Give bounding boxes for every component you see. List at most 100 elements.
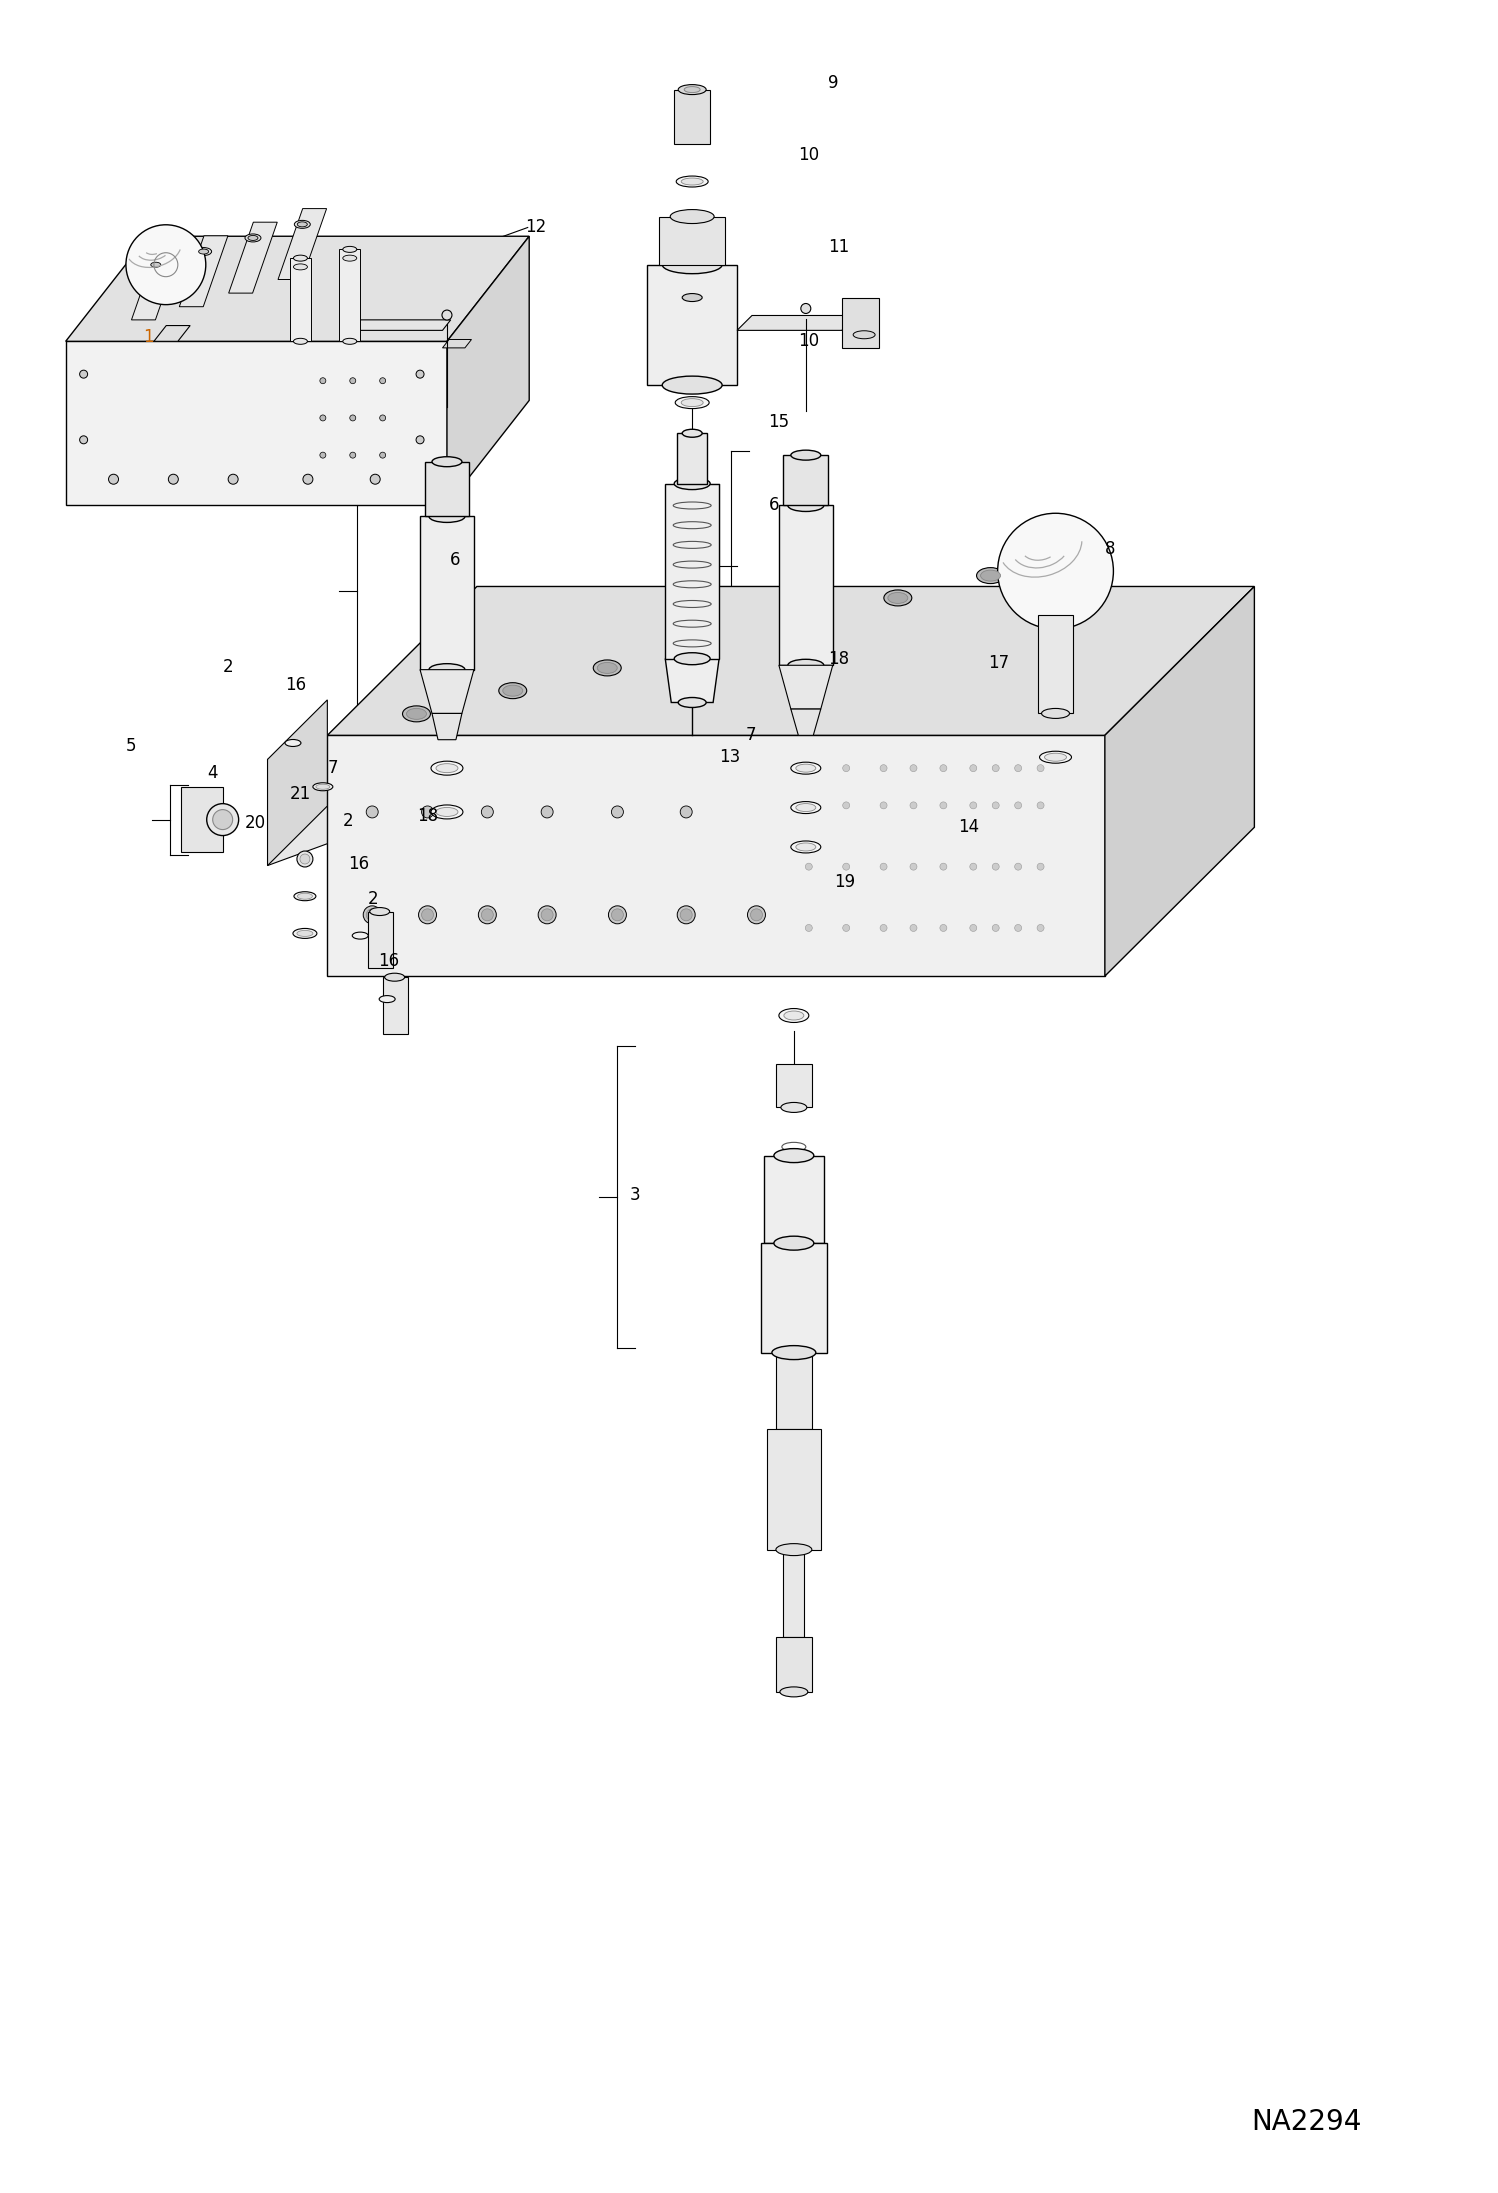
Ellipse shape (676, 397, 709, 408)
Ellipse shape (196, 248, 211, 257)
Text: 19: 19 (834, 873, 855, 890)
Ellipse shape (379, 996, 395, 1002)
Ellipse shape (294, 928, 318, 939)
Ellipse shape (670, 211, 715, 224)
Circle shape (909, 765, 917, 772)
Polygon shape (1106, 586, 1254, 976)
Circle shape (79, 371, 87, 377)
Circle shape (416, 371, 424, 377)
Text: 17: 17 (989, 654, 1010, 671)
Circle shape (1037, 765, 1044, 772)
Circle shape (801, 303, 810, 314)
Ellipse shape (593, 660, 622, 675)
Polygon shape (647, 265, 737, 386)
Text: 6: 6 (768, 496, 779, 515)
Circle shape (909, 803, 917, 809)
Circle shape (1037, 803, 1044, 809)
Circle shape (969, 765, 977, 772)
Circle shape (881, 803, 887, 809)
Text: 15: 15 (768, 412, 789, 432)
Text: 10: 10 (798, 147, 819, 164)
Ellipse shape (294, 263, 307, 270)
Circle shape (379, 452, 385, 458)
Circle shape (108, 474, 118, 485)
Ellipse shape (199, 250, 208, 254)
Ellipse shape (428, 511, 464, 522)
Circle shape (881, 765, 887, 772)
Ellipse shape (679, 86, 706, 94)
Polygon shape (66, 237, 529, 342)
Circle shape (370, 474, 380, 485)
Ellipse shape (431, 761, 463, 774)
Ellipse shape (662, 377, 722, 395)
Ellipse shape (674, 654, 710, 664)
Polygon shape (328, 735, 1106, 976)
Polygon shape (659, 217, 725, 265)
Ellipse shape (297, 221, 307, 226)
Circle shape (611, 908, 623, 921)
Ellipse shape (343, 254, 357, 261)
Circle shape (442, 309, 452, 320)
Circle shape (806, 925, 812, 932)
Text: 21: 21 (291, 785, 312, 803)
Circle shape (481, 908, 493, 921)
Circle shape (538, 906, 556, 923)
Circle shape (303, 474, 313, 485)
Circle shape (1014, 765, 1022, 772)
Polygon shape (1038, 614, 1074, 713)
Text: 10: 10 (798, 333, 819, 351)
Polygon shape (431, 713, 461, 739)
Circle shape (881, 925, 887, 932)
Circle shape (541, 908, 553, 921)
Circle shape (421, 807, 433, 818)
Circle shape (939, 803, 947, 809)
Text: 2: 2 (223, 658, 234, 675)
Text: 5: 5 (126, 737, 136, 754)
Circle shape (126, 224, 205, 305)
Circle shape (806, 765, 812, 772)
Polygon shape (229, 221, 277, 294)
Circle shape (969, 864, 977, 871)
Text: 7: 7 (328, 759, 339, 776)
Polygon shape (340, 250, 360, 342)
Polygon shape (783, 456, 828, 507)
Ellipse shape (791, 803, 821, 814)
Circle shape (1037, 925, 1044, 932)
Text: 18: 18 (416, 807, 439, 825)
Polygon shape (181, 787, 223, 853)
Ellipse shape (791, 450, 821, 461)
Ellipse shape (676, 175, 709, 186)
Circle shape (1014, 803, 1022, 809)
Ellipse shape (685, 86, 700, 92)
Text: 11: 11 (828, 239, 849, 257)
Circle shape (750, 908, 762, 921)
Circle shape (363, 906, 380, 923)
Ellipse shape (385, 974, 404, 980)
Ellipse shape (428, 664, 464, 675)
Circle shape (881, 864, 887, 871)
Circle shape (349, 452, 355, 458)
Circle shape (843, 864, 849, 871)
Circle shape (748, 906, 765, 923)
Ellipse shape (370, 908, 389, 914)
Circle shape (228, 474, 238, 485)
Ellipse shape (431, 805, 463, 818)
Ellipse shape (598, 662, 617, 673)
Ellipse shape (682, 294, 703, 300)
Ellipse shape (674, 478, 710, 489)
Ellipse shape (503, 684, 523, 695)
Text: 6: 6 (449, 550, 460, 570)
Ellipse shape (406, 708, 427, 719)
Ellipse shape (795, 842, 816, 851)
Ellipse shape (688, 638, 716, 654)
Ellipse shape (692, 640, 712, 651)
Ellipse shape (298, 893, 313, 899)
Ellipse shape (499, 682, 527, 700)
Circle shape (806, 864, 812, 871)
Circle shape (680, 807, 692, 818)
Polygon shape (737, 316, 857, 331)
Ellipse shape (788, 660, 824, 671)
Ellipse shape (795, 763, 816, 772)
Polygon shape (776, 1353, 812, 1430)
Text: NA2294: NA2294 (1252, 2107, 1362, 2136)
